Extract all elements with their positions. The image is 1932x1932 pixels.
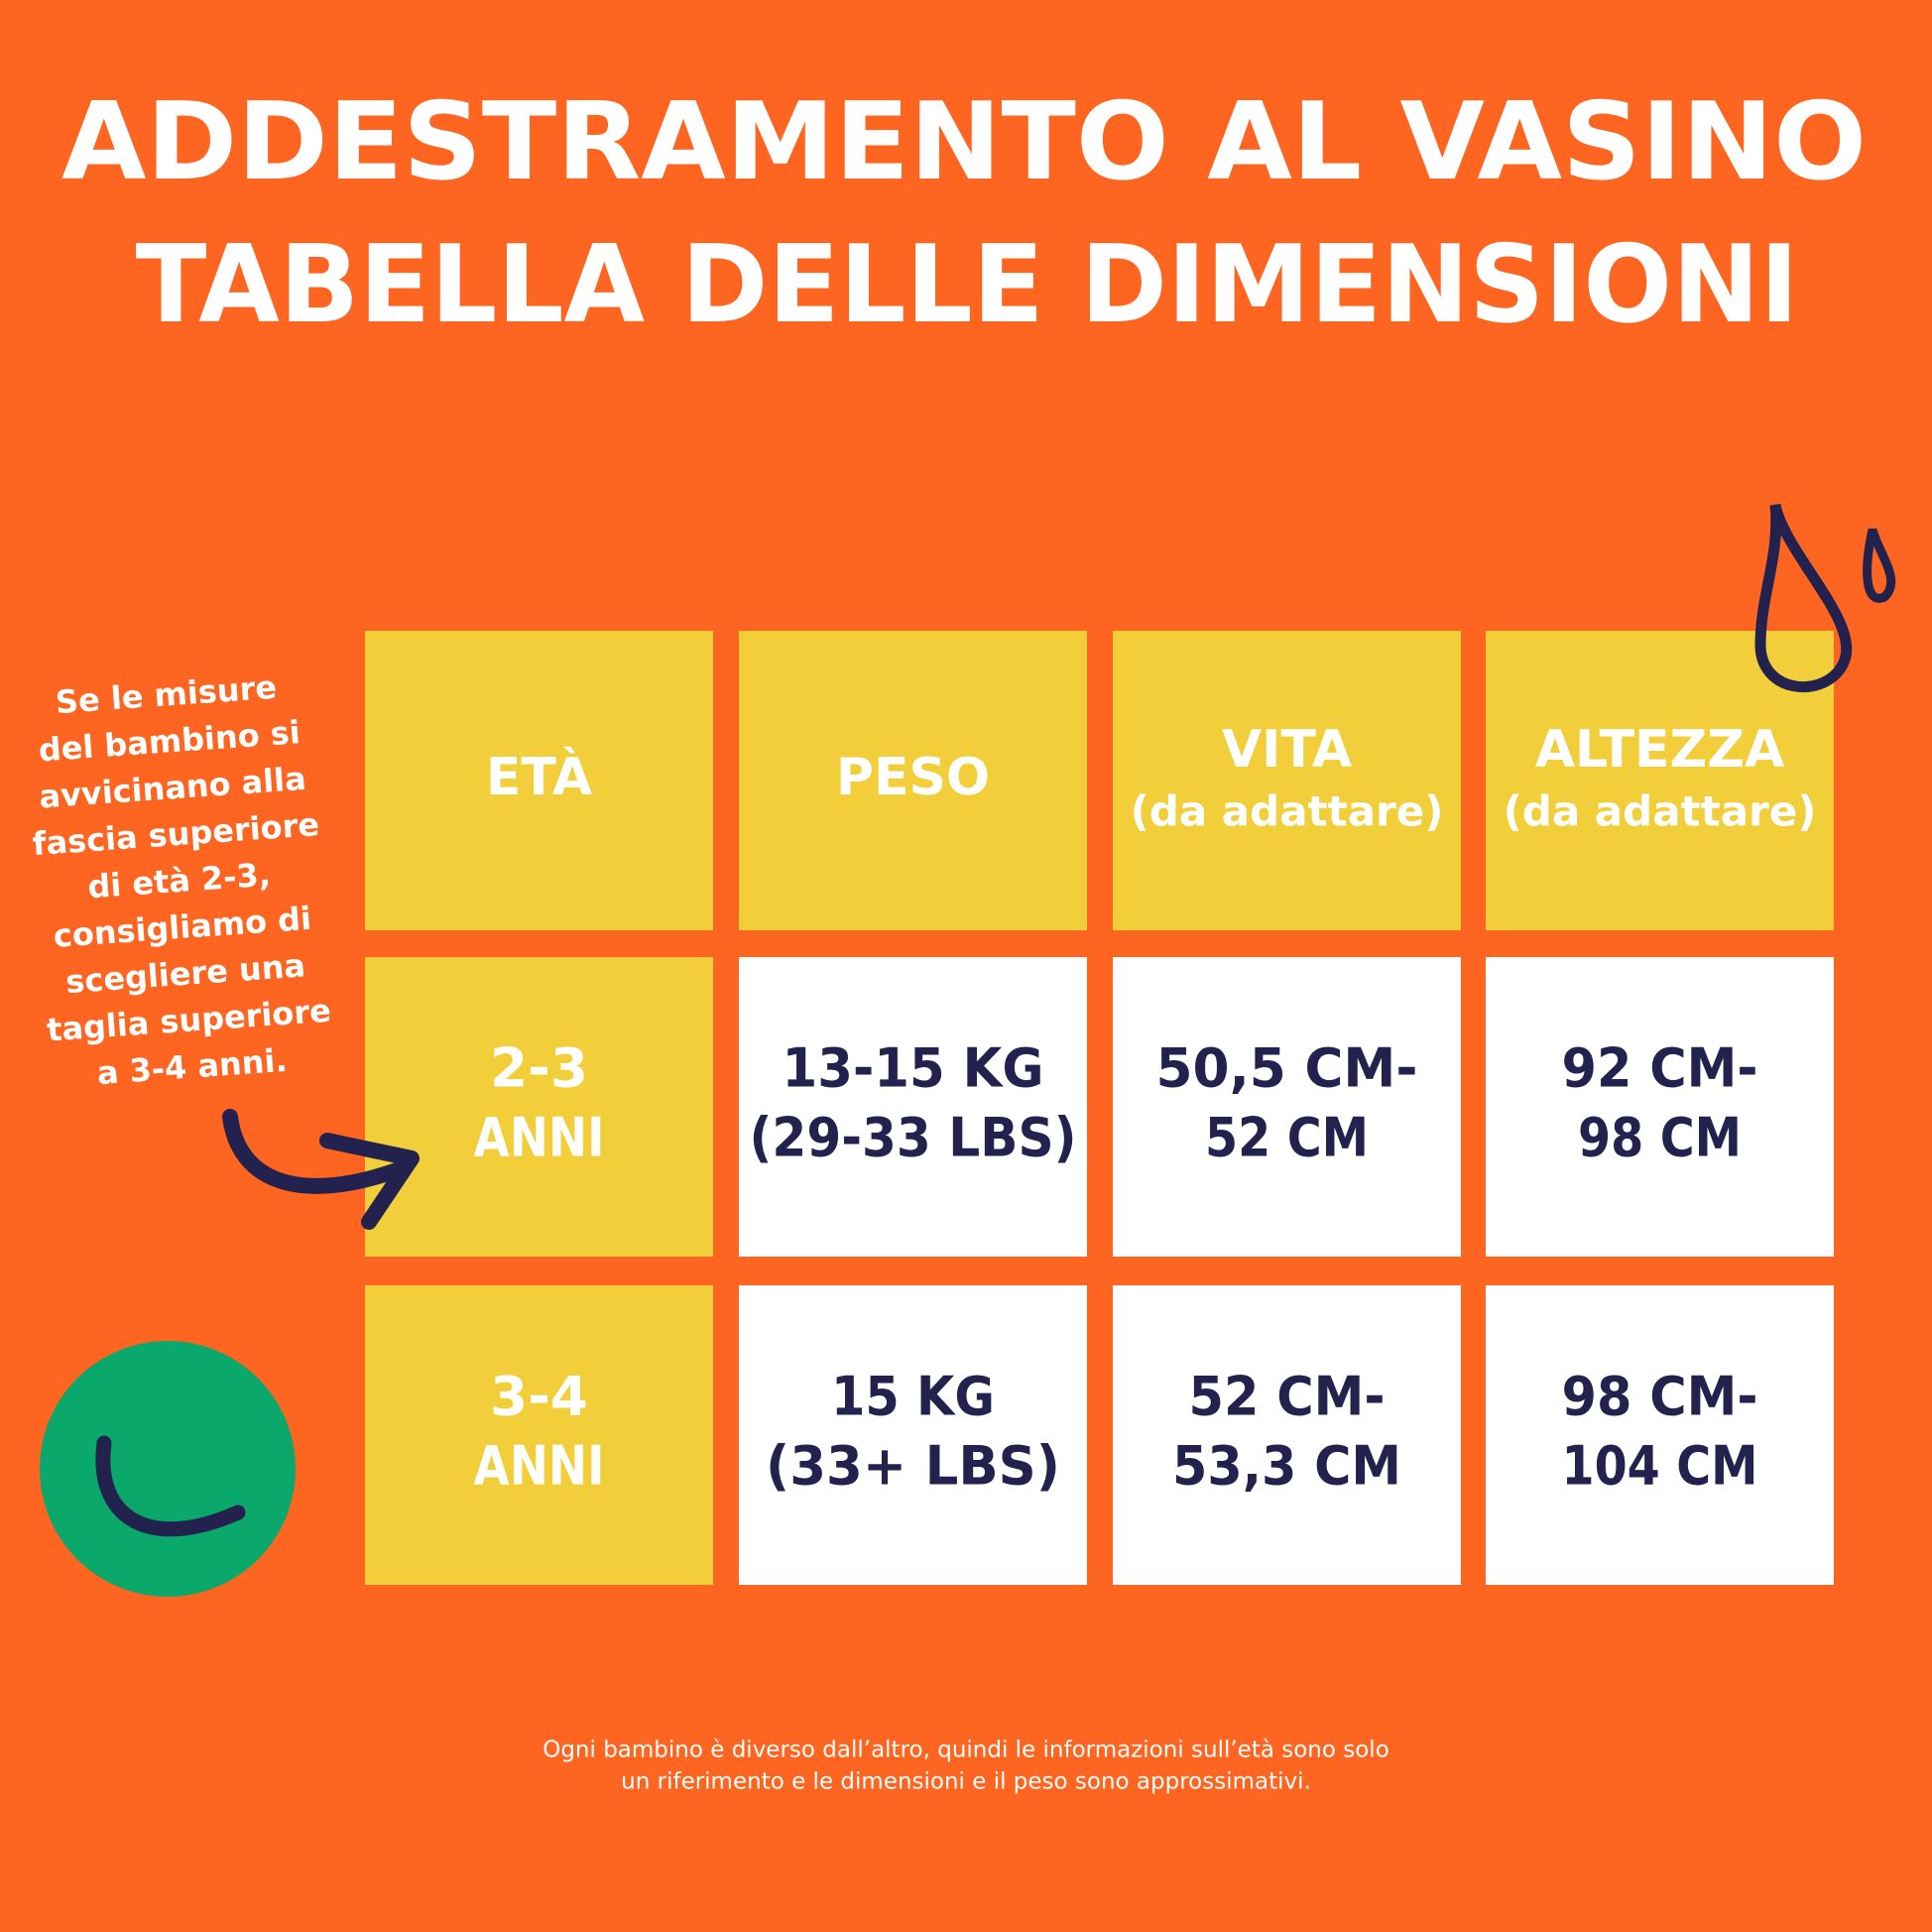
header-cell — [1113, 631, 1461, 930]
table-cell — [365, 1285, 713, 1585]
cell-text: 104 CM — [1562, 1435, 1758, 1498]
arrow-head — [319, 1133, 420, 1230]
header-cell — [739, 631, 1087, 930]
table-cell — [365, 957, 713, 1257]
cell-text: 52 CM- — [1189, 1366, 1386, 1428]
cell-text: 92 CM- — [1562, 1037, 1758, 1100]
header-label: VITA — [1222, 720, 1352, 780]
cell-text: 13-15 KG — [783, 1037, 1044, 1100]
cell-text: 53,3 CM — [1172, 1435, 1401, 1498]
cell-text: 15 KG — [831, 1366, 995, 1428]
cell-text: 98 CM- — [1562, 1366, 1758, 1428]
cell-text: (29-33 LBS) — [750, 1107, 1077, 1169]
header-label: ETÀ — [486, 747, 592, 807]
header-cell — [365, 631, 713, 930]
header-note: (da adattare) — [1131, 787, 1444, 836]
drop-icon — [1863, 528, 1896, 603]
table-cell — [1486, 1285, 1834, 1585]
table-cell — [739, 1285, 1087, 1585]
footnote: un riferimento e le dimensioni e il peso… — [621, 1769, 1311, 1795]
table-cell — [1113, 1285, 1461, 1585]
cell-text: 2-3 — [490, 1037, 588, 1100]
arrow — [222, 1109, 405, 1194]
logo-smile — [95, 1435, 246, 1537]
cell-text: ANNI — [474, 1435, 605, 1498]
table-cell — [1486, 957, 1834, 1257]
title-line: ADDESTRAMENTO AL VASINO — [61, 80, 1867, 204]
cell-text: 98 CM — [1578, 1107, 1742, 1169]
logo-circle — [40, 1341, 296, 1597]
size-table: ETÀ PESO VITA (da adattare) ALTEZZA (da adatt… — [365, 631, 1834, 1585]
table-cell — [739, 957, 1087, 1257]
footnote: Ogni bambino è diverso dall’altro, quind… — [543, 1738, 1389, 1763]
header-note: (da adattare) — [1504, 787, 1817, 836]
title-line: TABELLA DELLE DIMENSIONI — [136, 223, 1799, 347]
cell-text: (33+ LBS) — [766, 1435, 1060, 1498]
drop-icon — [1754, 503, 1853, 692]
header-label: ALTEZZA — [1535, 720, 1784, 780]
cell-text: ANNI — [474, 1107, 605, 1169]
header-label: PESO — [836, 748, 990, 807]
cell-text: 52 CM — [1205, 1107, 1369, 1169]
cell-text: 50,5 CM- — [1156, 1037, 1418, 1100]
cell-text: 3-4 — [490, 1366, 588, 1428]
table-cell — [1113, 957, 1461, 1257]
